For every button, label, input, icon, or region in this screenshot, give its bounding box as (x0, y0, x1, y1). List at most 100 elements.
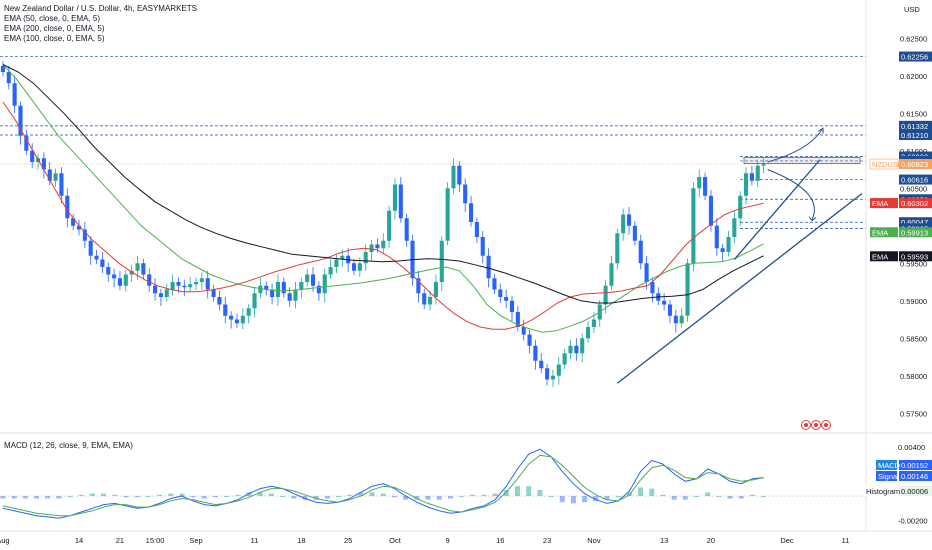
price-tag-value: 0.60823 (901, 160, 928, 169)
candle-body (12, 83, 17, 106)
macd-histogram-bar (391, 496, 397, 498)
macd-tag-name-box (864, 486, 897, 496)
macd-tag-name: Signal (878, 472, 899, 481)
candle-body (147, 274, 152, 286)
price-tag-value: 0.61332 (901, 122, 928, 131)
macd-histogram-bar (336, 496, 342, 498)
time-tick-label: 15:00 (146, 536, 165, 545)
series-name-tag: EMA (872, 199, 888, 208)
time-tick-label: 25 (344, 536, 352, 545)
candle-body (714, 225, 719, 249)
macd-histogram-bar (369, 492, 375, 497)
candle-body (71, 218, 76, 226)
candle-body (755, 165, 760, 181)
macd-histogram-bar (615, 496, 621, 498)
candle-body (667, 304, 673, 316)
macd-line (2, 448, 764, 519)
macd-histogram-bar (235, 494, 241, 497)
candle-body (0, 66, 5, 72)
price-tag-box (899, 120, 932, 131)
bearish-arrow (767, 169, 815, 220)
candle-body (234, 319, 240, 324)
candle-body (363, 252, 368, 264)
candle-body (287, 293, 292, 301)
macd-histogram-bar (761, 496, 767, 498)
time-tick-label: Aug (0, 536, 10, 545)
macd-pane[interactable] (0, 448, 866, 519)
candle-body (106, 267, 111, 275)
macd-histogram-bar (0, 496, 6, 499)
price-tick-label: 0.62500 (900, 34, 927, 43)
macd-histogram-bar (11, 496, 17, 499)
chart-legend: New Zealand Dollar / U.S. Dollar, 4h, EA… (4, 4, 197, 44)
candle-body (275, 282, 280, 297)
price-tag-box (899, 130, 932, 140)
candle-body (375, 244, 380, 249)
candle-body (574, 345, 579, 354)
candle-body (416, 278, 421, 294)
economic-event-icon-dot (804, 423, 808, 427)
macd-histogram-bar (705, 492, 711, 497)
price-tag-box (899, 159, 932, 170)
candle-body (18, 105, 23, 136)
macd-histogram-bar (604, 496, 610, 500)
macd-tag-value: 0.00146 (901, 472, 928, 481)
macd-histogram-bar (67, 496, 73, 498)
candle-body (217, 297, 222, 305)
time-tick-label: Oct (389, 536, 402, 545)
ema50-line (2, 64, 764, 333)
candle-body (310, 274, 316, 286)
bullish-arrow (767, 129, 823, 163)
candle-body (580, 338, 585, 354)
price-pane[interactable] (0, 56, 866, 430)
price-tag-box (899, 51, 932, 62)
candle-body (223, 304, 228, 316)
steep-trendline (733, 159, 821, 260)
series-name-tag-box (870, 198, 898, 209)
candle-body (743, 173, 749, 196)
candle-body (246, 308, 251, 316)
candle-body (726, 237, 731, 252)
candle-body (492, 278, 497, 290)
price-tick-label: 0.57500 (900, 409, 927, 418)
candle-body (193, 282, 199, 285)
candle-body (176, 282, 181, 286)
candle-body (188, 284, 193, 288)
candle-body (732, 218, 737, 237)
candle-body (211, 289, 216, 297)
price-tag-box (899, 251, 932, 262)
series-name-tag-box (869, 158, 899, 170)
macd-histogram-bar (291, 496, 297, 499)
price-tick-label: 0.62000 (900, 72, 927, 81)
candle-body (545, 368, 550, 380)
candle-body (299, 282, 304, 290)
candle-body (451, 165, 456, 189)
candle-body (638, 240, 643, 264)
candle-body (550, 375, 556, 380)
indicator-ema50-label: EMA (50, close, 0, EMA, 5) (4, 14, 101, 23)
candle-body (316, 285, 321, 294)
time-tick-label: 11 (251, 536, 259, 545)
macd-tag-name-box (876, 460, 897, 470)
economic-event-icon-dot (814, 423, 818, 427)
ema100-line (2, 101, 764, 330)
candle-body (252, 293, 257, 309)
price-tick-label: 0.61000 (900, 147, 927, 156)
macd-histogram-bar (33, 496, 39, 499)
time-tick-label: 18 (297, 536, 305, 545)
price-tick-label: 0.58500 (900, 334, 927, 343)
candle-body (305, 274, 310, 282)
candle-body (123, 274, 128, 286)
candle-body (738, 195, 743, 219)
candle-body (632, 225, 637, 241)
candle-body (703, 177, 708, 196)
price-tag-box (899, 198, 932, 209)
macd-histogram-bar (749, 494, 755, 497)
candle-body (679, 315, 684, 324)
candle-body (521, 327, 526, 335)
candle-body (334, 259, 339, 267)
candle-body (82, 229, 87, 241)
macd-histogram-bar (492, 493, 498, 497)
bearish-arrowhead (808, 216, 817, 222)
